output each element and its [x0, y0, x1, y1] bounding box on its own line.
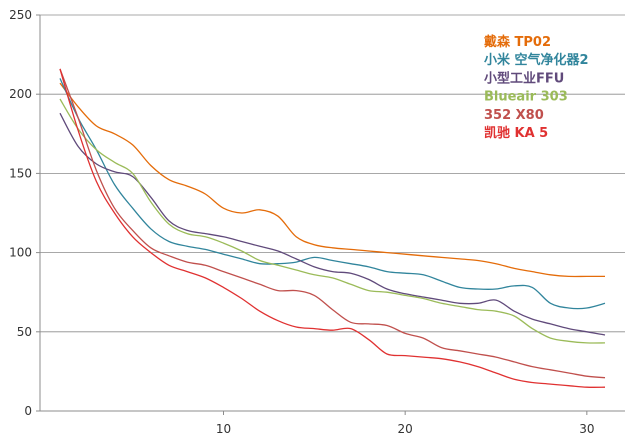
y-tick-label: 250: [9, 8, 32, 22]
y-axis-ticks: 0 50 100 150 200 250: [9, 8, 32, 418]
series-line-4: [59, 68, 606, 379]
x-tick-label: 20: [398, 422, 413, 436]
series-lines: [59, 68, 606, 388]
y-tick-label: 150: [9, 166, 32, 180]
series-line-1: [59, 78, 606, 310]
legend-entry-3: Blueair 303: [484, 90, 568, 105]
x-tick-label: 30: [579, 422, 594, 436]
y-tick-label: 50: [17, 325, 32, 339]
x-axis-ticks: 10 20 30: [216, 422, 595, 436]
x-tick-label: 10: [216, 422, 231, 436]
y-tick-label: 0: [24, 404, 32, 418]
axes: [36, 14, 625, 415]
y-tick-label: 100: [9, 246, 32, 260]
legend-entry-2: 小型工业FFU: [484, 70, 564, 86]
legend-entry-5: 凯驰 KA 5: [484, 125, 548, 141]
series-line-0: [59, 82, 605, 278]
series-line-3: [59, 98, 606, 344]
legend-entry-1: 小米 空气净化器2: [484, 52, 589, 68]
legend-entry-4: 352 X80: [484, 108, 544, 123]
legend: 戴森 TP02 小米 空气净化器2 小型工业FFU Blueair 303 352 X8…: [484, 34, 589, 141]
gridlines: [40, 14, 625, 333]
series-line-5: [59, 68, 606, 388]
legend-entry-0: 戴森 TP02: [484, 34, 551, 50]
series-line-2: [59, 112, 606, 336]
y-tick-label: 200: [9, 87, 32, 101]
